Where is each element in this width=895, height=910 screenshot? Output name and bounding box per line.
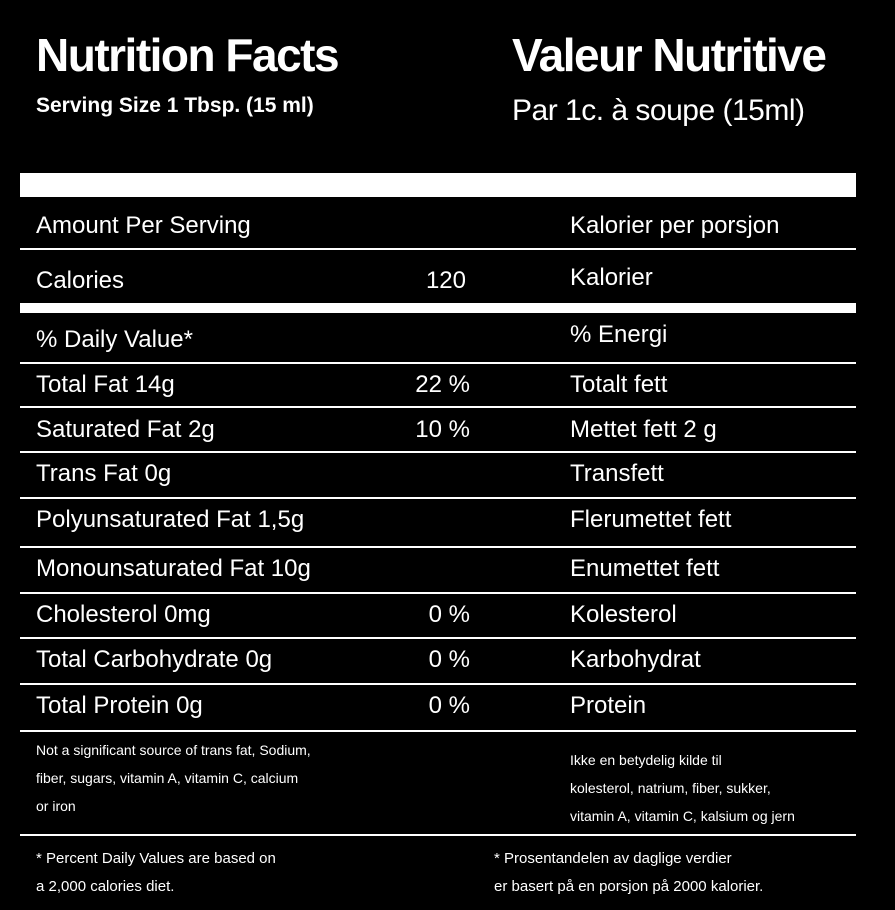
row-divider	[20, 248, 856, 250]
row-divider	[20, 730, 856, 732]
nutrient-label: Total Carbohydrate 0g	[36, 646, 273, 673]
calories-value: 120	[425, 267, 466, 294]
calories-label: Calories	[36, 267, 125, 294]
row-divider	[20, 592, 856, 594]
nutrient-percent: 0 %	[428, 692, 470, 719]
row-divider	[20, 362, 856, 364]
nutrient-label-norwegian: Totalt fett	[570, 371, 668, 398]
percent-daily-note-english: * Percent Daily Values are based on a 2,…	[36, 850, 276, 895]
nutrient-label-norwegian: Mettet fett 2 g	[570, 416, 717, 443]
daily-value-header: % Daily Value*	[36, 326, 193, 353]
nutrient-label-norwegian: Transfett	[570, 460, 664, 487]
nutrient-label: Trans Fat 0g	[36, 460, 172, 487]
nutrient-label-norwegian: Protein	[570, 692, 647, 719]
title-french: Valeur Nutritive	[512, 29, 827, 81]
amount-per-serving-norwegian: Kalorier per porsjon	[570, 212, 780, 239]
nutrient-label-norwegian: Flerumettet fett	[570, 506, 732, 533]
nutrient-label: Cholesterol 0mg	[36, 601, 211, 628]
energy-header-norwegian: % Energi	[570, 321, 668, 348]
title-english: Nutrition Facts	[36, 29, 340, 81]
nutrient-label: Total Protein 0g	[36, 692, 203, 719]
row-divider	[20, 406, 856, 408]
nutrient-label: Monounsaturated Fat 10g	[36, 555, 311, 582]
nutrient-label: Saturated Fat 2g	[36, 416, 215, 443]
serving-size-french: Par 1c. à soupe (15ml)	[512, 94, 805, 127]
percent-daily-note-norwegian: * Prosentandelen av daglige verdier er b…	[494, 850, 764, 895]
row-divider	[20, 497, 856, 499]
nutrient-percent: 0 %	[428, 601, 470, 628]
nutrient-label: Total Fat 14g	[36, 371, 175, 398]
not-significant-note-english: Not a significant source of trans fat, S…	[36, 742, 311, 814]
serving-size-english: Serving Size 1 Tbsp. (15 ml)	[36, 94, 314, 117]
nutrient-label-norwegian: Kolesterol	[570, 601, 677, 628]
calories-norwegian: Kalorier	[570, 264, 653, 291]
nutrient-percent: 0 %	[428, 646, 470, 673]
nutrient-label: Polyunsaturated Fat 1,5g	[36, 506, 305, 533]
row-divider	[20, 683, 856, 685]
medium-separator-bar	[20, 303, 856, 313]
row-divider	[20, 637, 856, 639]
amount-per-serving-label: Amount Per Serving	[36, 212, 251, 239]
nutrient-label-norwegian: Enumettet fett	[570, 555, 720, 582]
not-significant-note-norwegian: Ikke en betydelig kilde til kolesterol, …	[570, 752, 795, 824]
row-divider	[20, 451, 856, 453]
nutrient-label-norwegian: Karbohydrat	[570, 646, 701, 673]
row-divider	[20, 546, 856, 548]
nutrient-percent: 10 %	[415, 416, 470, 443]
thick-separator-bar	[20, 173, 856, 197]
nutrient-percent: 22 %	[415, 371, 470, 398]
footnote-divider	[20, 834, 856, 836]
